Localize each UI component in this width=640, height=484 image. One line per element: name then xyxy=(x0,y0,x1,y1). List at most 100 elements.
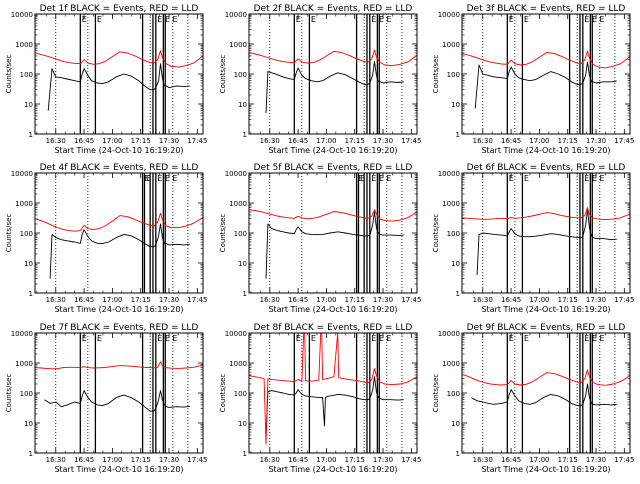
y-tick-label: 1 xyxy=(243,131,247,139)
x-tick-label: 16:45 xyxy=(288,456,308,464)
x-tick-label: 16:30 xyxy=(473,137,493,145)
y-tick-label: 100 xyxy=(447,230,460,238)
series-line-events xyxy=(265,61,404,114)
marker-label-e: E xyxy=(592,174,597,183)
y-axis-label: Counts/sec xyxy=(219,55,227,94)
y-tick-label: 100 xyxy=(20,390,33,398)
detector-panel-9: Det 9f BLACK = Events, RED = LLD Counts/s… xyxy=(432,323,634,474)
y-tick-label: 10000 xyxy=(438,330,460,338)
y-tick-label: 10 xyxy=(24,101,33,109)
y-axis-label: Counts/sec xyxy=(432,214,440,253)
marker-label-e: E xyxy=(311,15,316,24)
y-axis-label: Counts/sec xyxy=(219,374,227,413)
x-tick-label: 17:30 xyxy=(159,137,179,145)
x-tick-label: 16:30 xyxy=(46,137,66,145)
y-tick-label: 1000 xyxy=(229,41,247,49)
x-tick-label: 17:00 xyxy=(529,296,549,304)
series-line-lld xyxy=(34,212,204,232)
series-line-events xyxy=(49,223,190,279)
y-tick-label: 1 xyxy=(29,131,33,139)
marker-label-e: E xyxy=(371,174,376,183)
marker-label-e: E xyxy=(524,334,529,343)
chart-title: Det 4f BLACK = Events, RED = LLD xyxy=(40,163,199,173)
x-axis-label: Start Time (24-Oct-10 16:19:20) xyxy=(481,146,610,155)
x-tick-label: 17:45 xyxy=(187,296,207,304)
chart-title: Det 2f BLACK = Events, RED = LLD xyxy=(254,4,413,14)
detector-panel-1: Det 1f BLACK = Events, RED = LLD Counts/s… xyxy=(5,4,207,155)
series-line-events xyxy=(47,63,190,111)
series-line-lld xyxy=(461,369,631,386)
x-tick-label: 17:15 xyxy=(131,456,151,464)
marker-label-e: E xyxy=(157,15,162,24)
marker-label-e: E xyxy=(584,15,589,24)
marker-label-e: E xyxy=(371,334,376,343)
plot-frame xyxy=(248,332,418,454)
x-axis-label: Start Time (24-Oct-10 16:19:20) xyxy=(481,465,610,474)
marker-label-e: E xyxy=(97,15,102,24)
series-line-lld xyxy=(34,361,204,370)
detector-panel-4: Det 4f BLACK = Events, RED = LLD Counts/s… xyxy=(5,163,207,314)
x-axis-label: Start Time (24-Oct-10 16:19:20) xyxy=(54,465,183,474)
marker-label-e: E xyxy=(360,174,365,183)
x-tick-label: 17:00 xyxy=(102,296,122,304)
y-tick-label: 100 xyxy=(234,71,247,79)
marker-label-e: E xyxy=(524,174,529,183)
marker-label-e: E xyxy=(172,334,177,343)
x-tick-label: 16:45 xyxy=(501,456,521,464)
marker-label-e: E xyxy=(592,15,597,24)
x-tick-label: 17:00 xyxy=(529,137,549,145)
y-tick-label: 1000 xyxy=(15,360,33,368)
x-tick-label: 17:45 xyxy=(614,137,634,145)
y-tick-label: 10000 xyxy=(11,330,33,338)
series-line-lld xyxy=(248,209,418,222)
x-tick-label: 17:30 xyxy=(373,296,393,304)
y-tick-label: 1000 xyxy=(15,200,33,208)
marker-label-e: E xyxy=(172,174,177,183)
x-tick-label: 16:45 xyxy=(288,137,308,145)
y-axis-label: Counts/sec xyxy=(5,374,13,413)
y-tick-label: 10 xyxy=(24,420,33,428)
plot-frame xyxy=(461,332,631,454)
series-line-lld xyxy=(248,332,418,445)
y-tick-label: 10 xyxy=(451,260,460,268)
marker-label-e: E xyxy=(144,174,149,183)
x-axis-label: Start Time (24-Oct-10 16:19:20) xyxy=(268,465,397,474)
y-tick-label: 10 xyxy=(238,260,247,268)
series-line-events xyxy=(471,383,617,407)
x-tick-label: 17:00 xyxy=(102,456,122,464)
x-tick-label: 16:30 xyxy=(46,296,66,304)
series-line-lld xyxy=(34,50,204,68)
y-tick-label: 1 xyxy=(29,290,33,298)
marker-label-e: E xyxy=(157,174,162,183)
x-tick-label: 17:15 xyxy=(131,296,151,304)
x-tick-label: 16:45 xyxy=(74,456,94,464)
marker-label-e: E xyxy=(599,15,604,24)
x-tick-label: 17:30 xyxy=(159,296,179,304)
marker-label-e: E xyxy=(509,334,514,343)
marker-label-e: E xyxy=(165,15,170,24)
marker-label-e: E xyxy=(584,334,589,343)
x-tick-label: 16:45 xyxy=(501,137,521,145)
x-tick-label: 16:45 xyxy=(288,296,308,304)
chart-title: Det 1f BLACK = Events, RED = LLD xyxy=(40,4,199,14)
x-tick-label: 16:30 xyxy=(260,456,280,464)
x-tick-label: 17:45 xyxy=(614,296,634,304)
y-tick-label: 10000 xyxy=(225,11,247,19)
x-tick-label: 17:00 xyxy=(316,137,336,145)
y-tick-label: 100 xyxy=(20,230,33,238)
marker-label-e: E xyxy=(165,334,170,343)
detector-panel-2: Det 2f BLACK = Events, RED = LLD Counts/s… xyxy=(219,4,421,155)
detector-panel-5: Det 5f BLACK = Events, RED = LLD Counts/s… xyxy=(219,163,421,314)
marker-label-e: E xyxy=(311,334,316,343)
series-line-events xyxy=(265,211,404,279)
marker-label-e: E xyxy=(592,334,597,343)
x-tick-label: 17:45 xyxy=(614,456,634,464)
y-tick-label: 100 xyxy=(447,71,460,79)
y-axis-label: Counts/sec xyxy=(432,55,440,94)
series-line-events xyxy=(474,61,617,109)
x-tick-label: 17:15 xyxy=(558,296,578,304)
y-tick-label: 100 xyxy=(447,390,460,398)
y-tick-label: 10000 xyxy=(11,170,33,178)
x-tick-label: 17:15 xyxy=(345,296,365,304)
x-tick-label: 17:30 xyxy=(373,456,393,464)
